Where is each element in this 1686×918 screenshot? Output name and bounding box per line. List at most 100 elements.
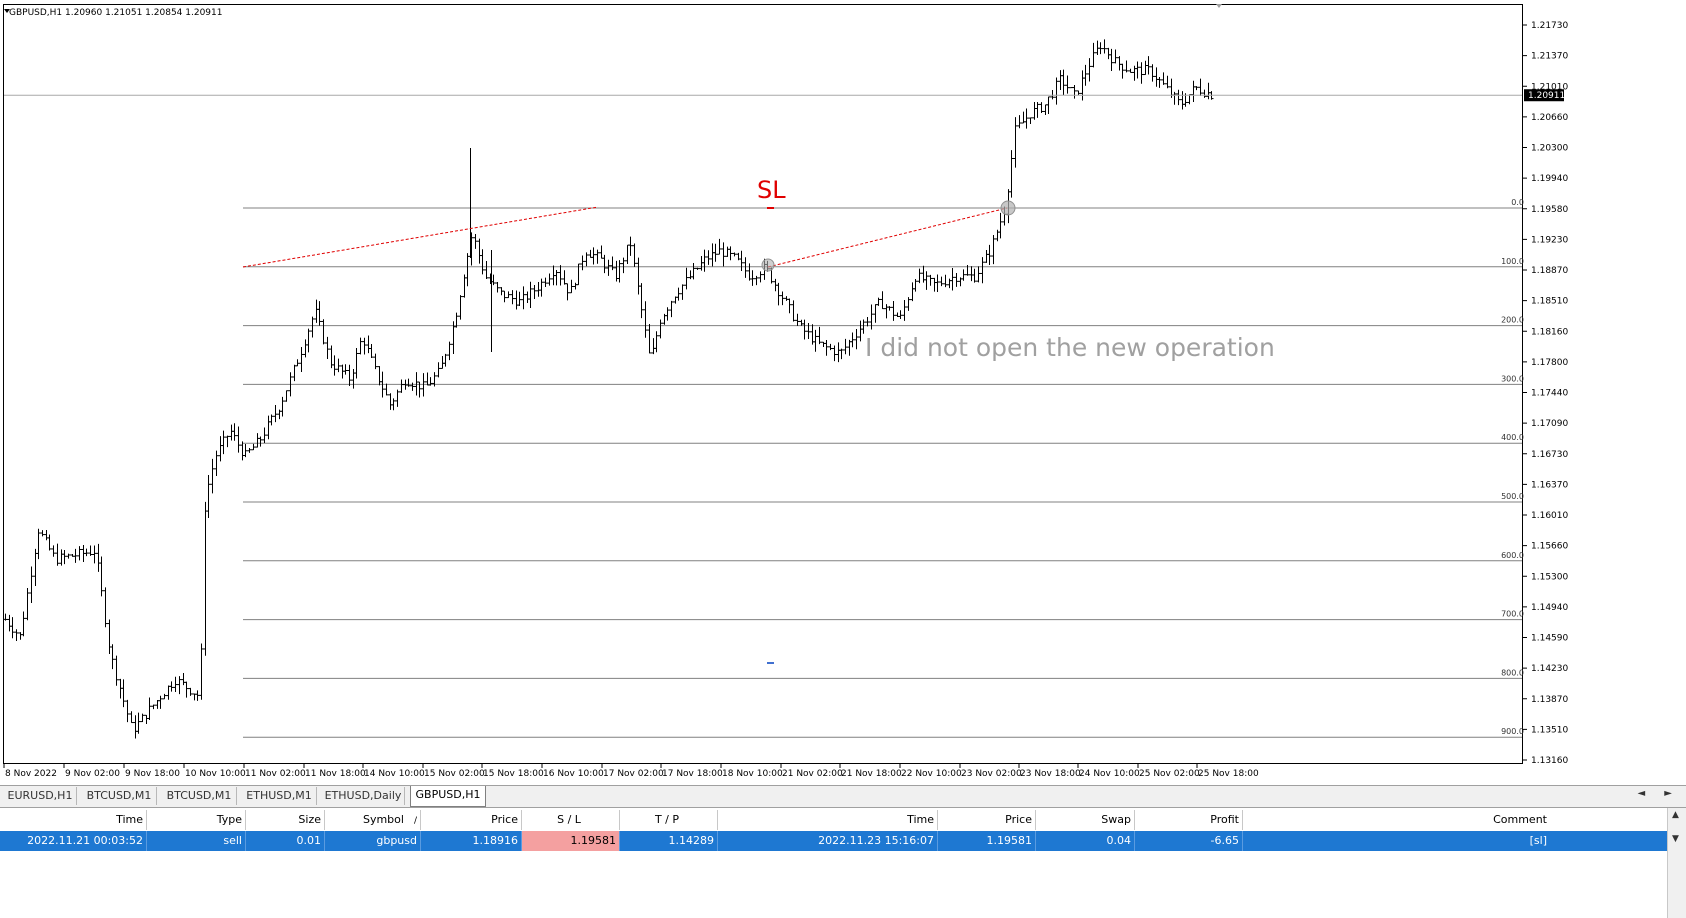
time-tick-label: 23 Nov 18:00 [1020,769,1081,779]
cell-close-time: 2022.11.23 15:16:07 [718,831,938,851]
history-scrollbar[interactable]: ▲ ▼ [1667,808,1686,918]
fib-level-label: 800.0 [1501,668,1524,677]
fib-level-label: 300.0 [1501,374,1524,383]
tab-ethusd-m1[interactable]: ETHUSD,M1 [242,787,317,805]
fib-level-label: 400.0 [1501,433,1524,442]
chart-menu-triangle-icon[interactable] [4,9,10,13]
annotation-text: I did not open the new operation [865,333,1275,362]
price-tick-label: 1.19940 [1531,174,1568,184]
col-price[interactable]: Price [421,810,522,830]
price-tick-label: 1.15300 [1531,572,1568,582]
history-panel: Time Type Size Symbol / Price S / L T / P… [0,807,1686,918]
current-price-label: 1.20911 [1528,91,1565,101]
trade-line [767,207,1008,268]
col-symbol[interactable]: Symbol / [325,810,421,830]
time-tick-label: 15 Nov 02:00 [424,769,485,779]
tab-btcusd-m1[interactable]: BTCUSD,M1 [82,787,157,805]
time-tick-label: 22 Nov 10:00 [901,769,962,779]
cell-type: sell [147,831,246,851]
candle-bars [3,39,1214,739]
tab-ethusd-daily[interactable]: ETHUSD,Daily [322,787,405,805]
price-tick-label: 1.16370 [1531,480,1568,490]
price-tick-label: 1.21010 [1531,82,1568,92]
price-tick-label: 1.16010 [1531,511,1568,521]
cell-sl: 1.19581 [522,831,620,851]
time-tick-label: 9 Nov 02:00 [65,769,120,779]
col-tp[interactable]: T / P [620,810,718,830]
price-tick-label: 1.14590 [1531,634,1568,644]
time-tick-label: 23 Nov 02:00 [961,769,1022,779]
tab-scroll-arrows[interactable]: ◄ ► [1637,788,1680,799]
fib-level-label: 900.0 [1501,727,1524,736]
tab-btcusd-m1-2[interactable]: BTCUSD,M1 [162,787,237,805]
col-profit[interactable]: Profit [1135,810,1243,830]
col-type[interactable]: Type [147,810,246,830]
fib-level-label: 600.0 [1501,551,1524,560]
cell-profit: -6.65 [1135,831,1243,851]
price-tick-label: 1.13160 [1531,756,1568,766]
price-tick-label: 1.20300 [1531,144,1568,154]
cell-comment: [sl] [1529,834,1547,847]
time-tick-label: 9 Nov 18:00 [125,769,180,779]
time-axis: 8 Nov 2022 9 Nov 02:00 9 Nov 18:00 10 Nov 1… [3,764,1259,779]
price-tick-label: 1.19580 [1531,205,1568,215]
fib-level-label: 200.0 [1501,316,1524,325]
fib-level-label: 0.0 [1511,198,1524,207]
current-price-box [1524,89,1564,102]
price-tick-label: 1.20660 [1531,113,1568,123]
chart-tabs: EURUSD,H1 BTCUSD,M1 BTCUSD,M1 ETHUSD,M1 … [0,785,1686,808]
price-tick-label: 1.17800 [1531,358,1568,368]
col-close-price[interactable]: Price [938,810,1036,830]
price-tick-label: 1.15660 [1531,542,1568,552]
price-tick-label: 1.21730 [1531,21,1568,31]
time-tick-label: 21 Nov 18:00 [841,769,902,779]
cell-tp: 1.14289 [620,831,718,851]
cell-price: 1.18916 [421,831,522,851]
time-tick-label: 11 Nov 18:00 [305,769,366,779]
col-sl[interactable]: S / L [522,810,620,830]
price-tick-label: 1.16730 [1531,450,1568,460]
cell-swap: 0.04 [1036,831,1135,851]
fib-level-label: 100.0 [1501,257,1524,266]
scroll-down-icon[interactable]: ▼ [1672,834,1679,844]
time-tick-label: 24 Nov 10:00 [1079,769,1140,779]
col-size[interactable]: Size [246,810,325,830]
price-tick-label: 1.17440 [1531,389,1568,399]
time-tick-label: 14 Nov 10:00 [364,769,425,779]
col-time[interactable]: Time [0,810,147,830]
time-tick-label: 15 Nov 18:00 [483,769,544,779]
fib-level-label: 500.0 [1501,492,1524,501]
tab-gbpusd-h1[interactable]: GBPUSD,H1 [410,786,486,807]
price-tick-label: 1.14230 [1531,664,1568,674]
chart-shift-icon [1216,4,1222,8]
price-tick-label: 1.21370 [1531,52,1568,62]
tab-eurusd-h1[interactable]: EURUSD,H1 [4,787,77,805]
cell-symbol: gbpusd [325,831,421,851]
close-point-marker [1000,200,1016,216]
time-tick-label: 11 Nov 02:00 [245,769,306,779]
col-close-time[interactable]: Time [718,810,938,830]
col-swap[interactable]: Swap [1036,810,1135,830]
chart-header: GBPUSD,H1 1.20960 1.21051 1.20854 1.2091… [9,8,222,18]
cell-close-price: 1.19581 [938,831,1036,851]
time-tick-label: 17 Nov 18:00 [662,769,723,779]
open-point-marker [761,258,775,272]
sl-label: SL [757,176,786,204]
cell-time: 2022.11.21 00:03:52 [0,831,147,851]
table-row[interactable]: 2022.11.21 00:03:52 sell 0.01 gbpusd 1.1… [0,831,1668,851]
time-tick-label: 17 Nov 02:00 [603,769,664,779]
cell-size: 0.01 [246,831,325,851]
col-comment[interactable]: Comment [1493,813,1547,826]
price-tick-label: 1.13510 [1531,725,1568,735]
time-tick-label: 10 Nov 10:00 [185,769,246,779]
trade-line [242,206,599,268]
price-tick-label: 1.14940 [1531,603,1568,613]
price-tick-label: 1.19230 [1531,235,1568,245]
price-tick-label: 1.13870 [1531,695,1568,705]
time-tick-label: 25 Nov 02:00 [1139,769,1200,779]
price-tick-label: 1.17090 [1531,419,1568,429]
price-tick-label: 1.18870 [1531,266,1568,276]
time-tick-label: 8 Nov 2022 [5,769,57,779]
scroll-up-icon[interactable]: ▲ [1672,810,1679,820]
price-chart[interactable]: 0.0 100.0 200.0 300.0 400.0 500.0 600.0 700.0 80… [0,0,1686,785]
